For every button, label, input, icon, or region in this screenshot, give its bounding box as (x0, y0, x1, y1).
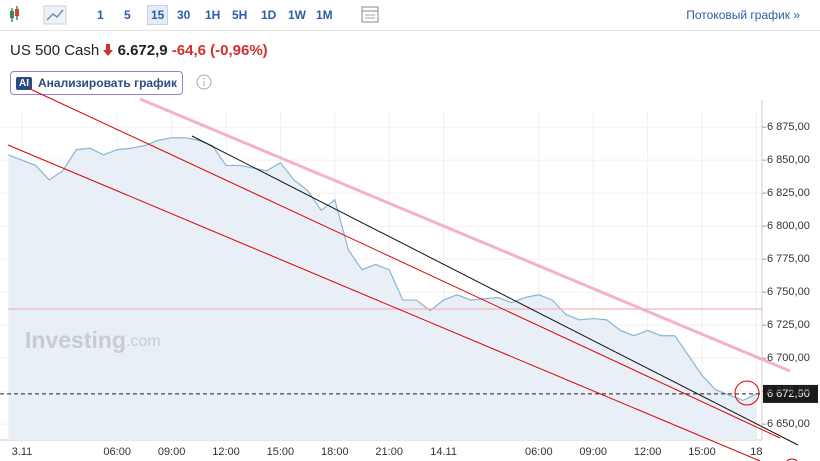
watermark-suffix: .com (126, 333, 161, 350)
stream-link[interactable]: Потоковый график » (686, 8, 800, 22)
x-tick-label: 14.11 (430, 446, 457, 458)
change-pct: (-0,96%) (210, 42, 268, 59)
x-tick-label: 15:00 (688, 446, 716, 458)
interval-button[interactable]: 15 (147, 5, 169, 25)
instrument: US 500 Cash (10, 42, 100, 59)
y-tick-label: 6 750,00 (767, 286, 810, 298)
watermark: Investing.com (25, 327, 161, 353)
x-tick-label: 06:00 (103, 446, 131, 458)
y-tick-label: 6 850,00 (767, 154, 810, 166)
ai-button[interactable]: AI Анализировать график (10, 71, 183, 95)
channel-line (27, 87, 781, 439)
quote-header: US 500 Cash 6.672,9 -64,6 (-0,96%) (10, 42, 268, 59)
interval-button[interactable]: 5 (124, 8, 131, 22)
y-tick-label: 6 675,00 (767, 385, 810, 397)
change: -64,6 (171, 42, 206, 59)
x-tick-label: 18:00 (321, 446, 349, 458)
interval-button[interactable]: 1 (97, 8, 104, 22)
ai-badge: AI (16, 76, 32, 90)
marker-circle (734, 380, 760, 406)
chart-style-icons (10, 5, 67, 25)
x-tick-label: 21:00 (375, 446, 403, 458)
interval-button[interactable]: 30 (177, 8, 191, 22)
price-line (8, 137, 757, 402)
area-fill (8, 137, 757, 440)
last-price-box (763, 384, 818, 403)
interval-button[interactable]: 1D (261, 8, 277, 22)
y-tick-label: 6 725,00 (767, 319, 810, 331)
x-tick-label: 18 (750, 446, 762, 458)
x-tick-label: 12:00 (634, 446, 662, 458)
x-tick-label: 3.11 (12, 446, 33, 458)
trend-line (191, 135, 799, 446)
x-tick-label: 12:00 (212, 446, 240, 458)
interval-button[interactable]: 1W (288, 8, 306, 22)
y-tick-label: 6 800,00 (767, 220, 810, 232)
interval-button[interactable]: 1M (316, 8, 333, 22)
table-icon[interactable] (360, 0, 380, 30)
x-tick-label: 09:00 (579, 446, 607, 458)
y-tick-label: 6 700,00 (767, 352, 810, 364)
ai-label: Анализировать график (38, 76, 177, 90)
y-tick-label: 6 825,00 (767, 187, 810, 199)
price: 6.672,9 (117, 42, 168, 59)
trend-line (139, 97, 791, 373)
x-tick-label: 09:00 (158, 446, 186, 458)
down-arrow (103, 44, 114, 56)
info-icon[interactable] (195, 73, 215, 93)
interval-button[interactable]: 1H (205, 8, 221, 22)
last-price-label: 6 672,90 (767, 388, 810, 400)
toolbar: 1 5 15 30 1H 5H 1D 1W 1M Потоковый график » (0, 0, 820, 31)
y-tick-label: 6 875,00 (767, 121, 810, 133)
interval-button[interactable]: 5H (232, 8, 248, 22)
y-tick-label: 6 775,00 (767, 253, 810, 265)
watermark-brand: Investing (25, 327, 126, 353)
x-tick-label: 15:00 (267, 446, 295, 458)
x-tick-label: 06:00 (525, 446, 553, 458)
channel-line (7, 144, 761, 461)
y-tick-label: 6 650,00 (767, 418, 810, 430)
